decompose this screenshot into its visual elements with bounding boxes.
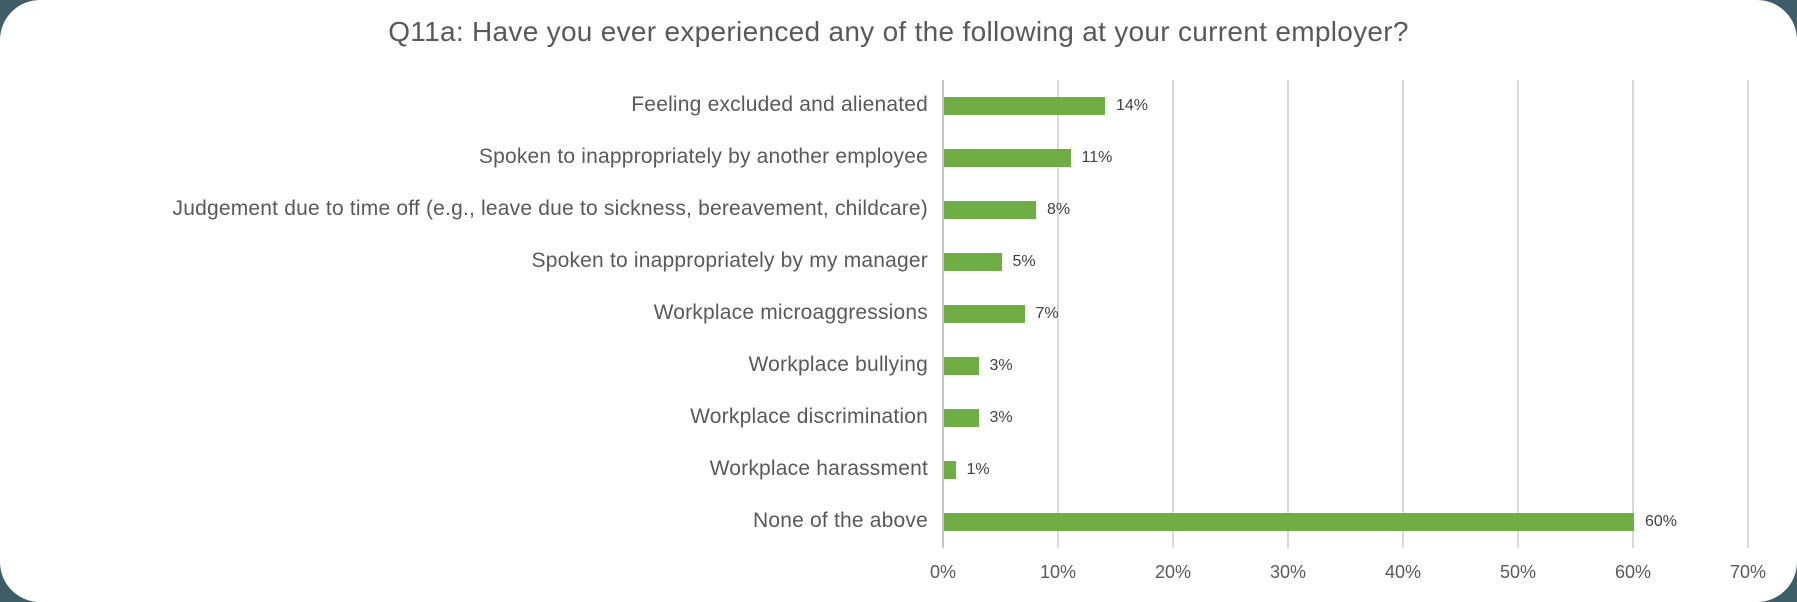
bar [944,513,1634,531]
bar [944,461,956,479]
bar [944,201,1036,219]
value-label: 7% [1035,305,1059,322]
bar [944,149,1071,167]
x-axis-tick-label: 0% [929,562,956,582]
value-axis-line [942,80,944,548]
x-axis-tick-label: 60% [1614,562,1652,582]
value-label: 1% [966,461,990,478]
gridline [1057,80,1059,548]
category-label: None of the above [752,509,928,532]
category-label: Workplace bullying [748,353,928,376]
x-axis-tick-label: 10% [1039,562,1077,582]
value-label: 5% [1012,253,1036,270]
x-axis-tick-label: 30% [1269,562,1307,582]
category-label: Workplace harassment [709,457,928,480]
x-axis-tick-label: 20% [1154,562,1192,582]
category-label: Workplace discrimination [690,405,928,428]
chart-title: Q11a: Have you ever experienced any of t… [388,16,1409,47]
category-label: Judgement due to time off (e.g., leave d… [172,197,928,220]
value-label: 11% [1081,149,1113,166]
value-label: 60% [1645,513,1678,530]
category-label: Spoken to inappropriately by another emp… [478,145,928,168]
category-label: Spoken to inappropriately by my manager [531,249,928,272]
category-label: Workplace microaggressions [653,301,928,324]
x-axis-tick-label: 70% [1729,562,1767,582]
value-label: 8% [1047,201,1071,218]
bar [944,305,1025,323]
category-label: Feeling excluded and alienated [631,93,928,116]
bar [944,409,979,427]
gridline [1287,80,1289,548]
x-axis-tick-label: 40% [1384,562,1422,582]
gridline [1747,80,1749,548]
bar [944,357,979,375]
gridline [1172,80,1174,548]
x-axis-tick-label: 50% [1499,562,1537,582]
value-label: 3% [989,357,1013,374]
value-label: 3% [989,409,1013,426]
value-label: 14% [1116,97,1149,114]
gridline [1632,80,1634,548]
bar [944,253,1002,271]
gridline [1517,80,1519,548]
bar [944,97,1105,115]
gridline [1402,80,1404,548]
